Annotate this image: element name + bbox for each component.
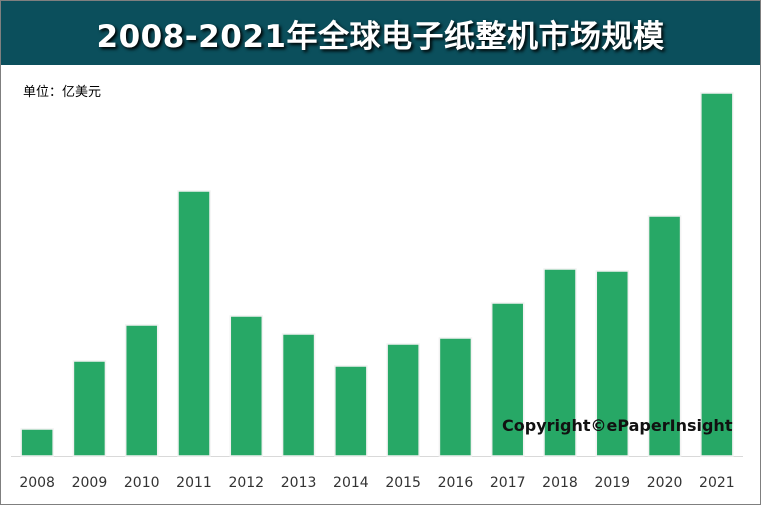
copyright-annotation: Copyright©ePaperInsight (502, 416, 733, 435)
x-tick-label: 2021 (699, 475, 735, 491)
bar-2008 (20, 428, 54, 457)
bar-2016 (438, 337, 473, 457)
unit-label: 单位：亿美元 (23, 85, 102, 100)
bar-2009 (72, 360, 107, 457)
x-tick-label: 2008 (19, 475, 55, 491)
chart-title: 2008-2021年全球电子纸整机市场规模 (96, 18, 665, 55)
x-tick-label: 2014 (333, 475, 369, 491)
x-tick-label: 2010 (124, 475, 160, 491)
bar-2021 (700, 92, 734, 457)
x-tick-label: 2009 (72, 475, 108, 491)
bar-2017 (490, 302, 525, 457)
x-tick-label: 2018 (542, 475, 578, 491)
x-tick-label: 2013 (281, 475, 317, 491)
x-tick-label: 2019 (594, 475, 630, 491)
bar-2013 (281, 333, 316, 457)
bar-2015 (386, 343, 420, 457)
x-tick-label: 2016 (438, 475, 474, 491)
bar-2014 (334, 365, 368, 457)
x-tick-label: 2011 (176, 475, 212, 491)
x-tick-label: 2012 (228, 475, 264, 491)
title-banner: 2008-2021年全球电子纸整机市场规模 (1, 1, 760, 65)
bar-2010 (124, 324, 159, 457)
x-tick-label: 2017 (490, 475, 526, 491)
bar-2019 (595, 270, 630, 457)
bar-2018 (543, 268, 577, 457)
bar-2011 (177, 190, 211, 457)
bar-2012 (229, 315, 264, 457)
bar-2020 (647, 215, 682, 457)
x-tick-label: 2020 (647, 475, 683, 491)
x-tick-label: 2015 (385, 475, 421, 491)
